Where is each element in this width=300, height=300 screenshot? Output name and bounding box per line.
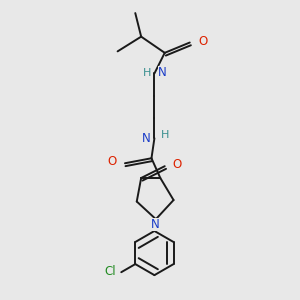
Text: H: H xyxy=(161,130,169,140)
Text: N: N xyxy=(151,218,160,231)
Text: N: N xyxy=(142,132,151,145)
Text: N: N xyxy=(158,66,167,80)
Text: O: O xyxy=(198,34,207,48)
Text: Cl: Cl xyxy=(104,265,116,278)
Text: O: O xyxy=(107,155,117,168)
Text: O: O xyxy=(172,158,181,171)
Text: H: H xyxy=(142,68,151,78)
